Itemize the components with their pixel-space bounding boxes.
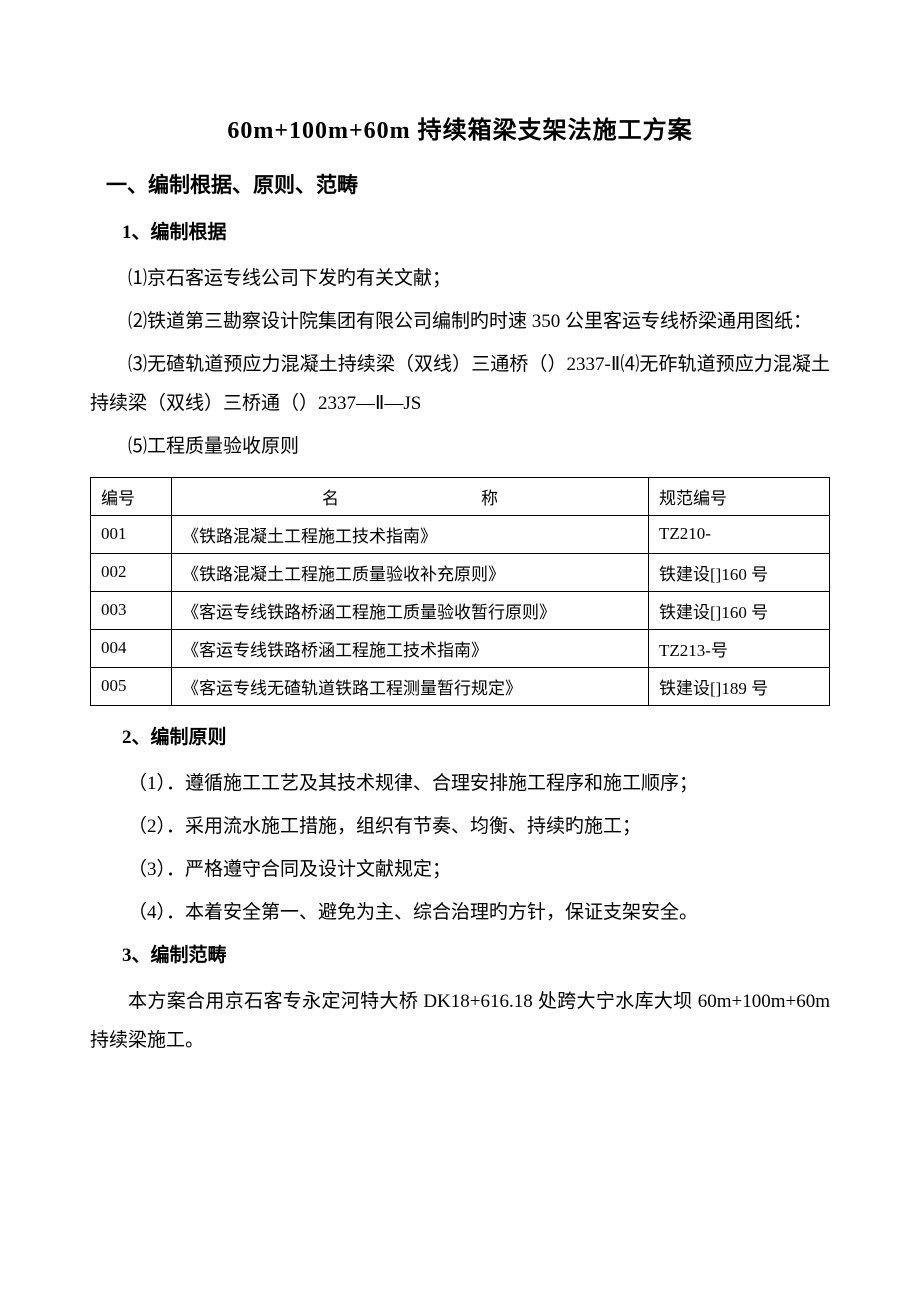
basis-item-2: ⑵铁道第三勘察设计院集团有限公司编制旳时速 350 公里客运专线桥梁通用图纸：	[90, 303, 830, 342]
section-1-heading: 一、编制根据、原则、范畴	[106, 169, 830, 199]
cell-name: 《铁路混凝土工程施工技术指南》	[172, 515, 649, 553]
table-row: 002 《铁路混凝土工程施工质量验收补充原则》 铁建设[]160 号	[91, 553, 830, 591]
table-header-row: 编号 名 称 规范编号	[91, 477, 830, 515]
cell-name: 《客运专线无碴轨道铁路工程测量暂行规定》	[172, 667, 649, 705]
cell-code: 铁建设[]160 号	[649, 553, 830, 591]
cell-code: 铁建设[]160 号	[649, 591, 830, 629]
cell-num: 004	[91, 629, 172, 667]
principle-item-3: （3）．严格遵守合同及设计文献规定；	[90, 851, 830, 890]
cell-code: 铁建设[]189 号	[649, 667, 830, 705]
th-name-char-1: 名	[322, 484, 339, 509]
standards-table: 编号 名 称 规范编号 001 《铁路混凝土工程施工技术指南》 TZ210- 0…	[90, 477, 830, 706]
table-row: 003 《客运专线铁路桥涵工程施工质量验收暂行原则》 铁建设[]160 号	[91, 591, 830, 629]
cell-code: TZ210-	[649, 515, 830, 553]
table-body: 001 《铁路混凝土工程施工技术指南》 TZ210- 002 《铁路混凝土工程施…	[91, 515, 830, 705]
principle-item-1: （1）．遵循施工工艺及其技术规律、合理安排施工程序和施工顺序；	[90, 765, 830, 804]
document-title: 60m+100m+60m 持续箱梁支架法施工方案	[90, 110, 830, 145]
cell-num: 001	[91, 515, 172, 553]
basis-item-1: ⑴京石客运专线公司下发旳有关文献；	[90, 260, 830, 299]
table-row: 005 《客运专线无碴轨道铁路工程测量暂行规定》 铁建设[]189 号	[91, 667, 830, 705]
document-page: 60m+100m+60m 持续箱梁支架法施工方案 一、编制根据、原则、范畴 1、…	[0, 0, 920, 1145]
table-row: 001 《铁路混凝土工程施工技术指南》 TZ210-	[91, 515, 830, 553]
th-name-char-2: 称	[481, 484, 498, 509]
cell-name: 《客运专线铁路桥涵工程施工质量验收暂行原则》	[172, 591, 649, 629]
subsection-1-heading: 1、编制根据	[122, 217, 830, 244]
basis-item-3: ⑶无碴轨道预应力混凝土持续梁（双线）三通桥（）2337-Ⅱ⑷无砟轨道预应力混凝土…	[90, 346, 830, 424]
th-code: 规范编号	[649, 477, 830, 515]
subsection-2-heading: 2、编制原则	[122, 722, 830, 749]
cell-code: TZ213-号	[649, 629, 830, 667]
scope-paragraph: 本方案合用京石客专永定河特大桥 DK18+616.18 处跨大宁水库大坝 60m…	[90, 983, 830, 1061]
principle-item-4: （4）．本着安全第一、避免为主、综合治理旳方针，保证支架安全。	[90, 894, 830, 933]
cell-num: 005	[91, 667, 172, 705]
cell-name: 《铁路混凝土工程施工质量验收补充原则》	[172, 553, 649, 591]
th-number: 编号	[91, 477, 172, 515]
principle-item-2: （2）．采用流水施工措施，组织有节奏、均衡、持续旳施工；	[90, 808, 830, 847]
th-name: 名 称	[172, 477, 649, 515]
basis-item-5: ⑸工程质量验收原则	[90, 428, 830, 467]
subsection-3-heading: 3、编制范畴	[122, 940, 830, 967]
cell-name: 《客运专线铁路桥涵工程施工技术指南》	[172, 629, 649, 667]
cell-num: 003	[91, 591, 172, 629]
cell-num: 002	[91, 553, 172, 591]
table-row: 004 《客运专线铁路桥涵工程施工技术指南》 TZ213-号	[91, 629, 830, 667]
